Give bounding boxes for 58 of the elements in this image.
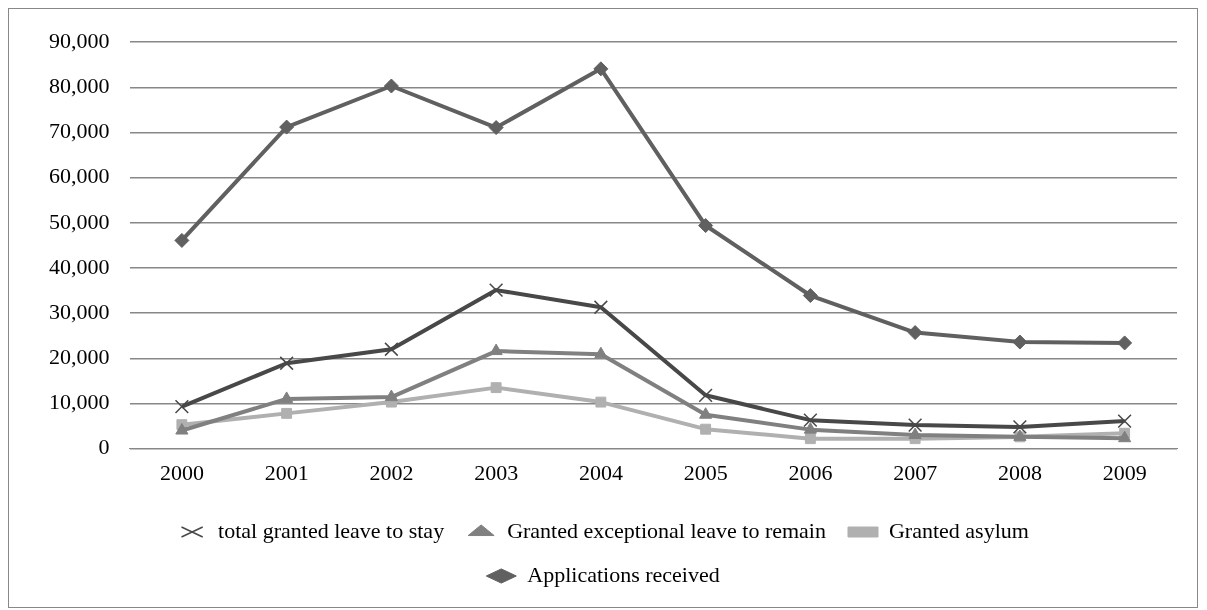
y-tick-label: 10,000	[49, 389, 110, 415]
point	[279, 119, 295, 135]
point	[175, 423, 189, 435]
x-tick-label: 2001	[264, 459, 309, 485]
legend-label: total granted leave to stay	[218, 517, 445, 543]
point	[700, 423, 712, 435]
point	[699, 407, 713, 419]
point	[281, 407, 293, 419]
x-tick-label: 2004	[578, 459, 623, 485]
point	[174, 399, 189, 414]
point	[803, 413, 818, 428]
point	[174, 232, 190, 248]
legend-label: Granted asylum	[888, 517, 1029, 543]
point	[593, 61, 609, 77]
point	[595, 396, 607, 408]
point	[384, 342, 399, 357]
point	[803, 422, 817, 434]
y-tick-label: 30,000	[49, 298, 110, 324]
x-tick-label: 2007	[893, 459, 938, 485]
point	[383, 78, 399, 94]
point	[279, 356, 294, 371]
x-tick-label: 2009	[1102, 459, 1147, 485]
x-tick-label: 2002	[369, 459, 414, 485]
y-tick-label: 20,000	[49, 344, 110, 370]
y-tick-label: 90,000	[49, 27, 110, 53]
x-tick-label: 2003	[474, 459, 519, 485]
point	[488, 120, 504, 136]
point	[1118, 430, 1132, 443]
x-tick-label: 2008	[997, 459, 1042, 485]
point	[908, 418, 923, 433]
point	[593, 300, 608, 315]
x-tick-label: 2005	[683, 459, 728, 485]
point	[1117, 413, 1132, 429]
point	[698, 388, 713, 403]
y-tick-label: 50,000	[49, 208, 110, 234]
y-tick-label: 0	[98, 434, 110, 460]
legend-label: Granted exceptional leave to remain	[507, 517, 826, 543]
point	[489, 282, 504, 298]
point	[698, 218, 714, 234]
point	[490, 382, 502, 394]
point	[280, 391, 294, 403]
point	[1012, 334, 1028, 350]
point	[804, 433, 816, 445]
point	[594, 346, 608, 359]
legend-label: Applications received	[527, 561, 720, 587]
point	[1117, 335, 1133, 351]
y-tick-label: 70,000	[49, 118, 110, 144]
x-tick-label: 2000	[159, 459, 204, 485]
point	[907, 325, 923, 341]
x-tick-label: 2006	[788, 459, 833, 485]
point	[384, 389, 398, 402]
y-tick-label: 40,000	[49, 253, 110, 279]
point	[489, 343, 503, 356]
point	[802, 288, 818, 304]
point	[1012, 419, 1027, 435]
y-tick-label: 80,000	[49, 73, 110, 99]
y-tick-label: 60,000	[49, 163, 110, 189]
point	[908, 427, 922, 440]
